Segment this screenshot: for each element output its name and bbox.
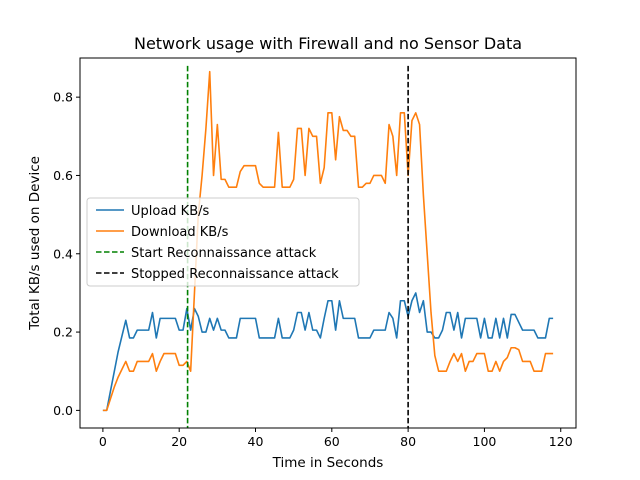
chart-title: Network usage with Firewall and no Senso… xyxy=(134,34,522,53)
upload-series-line xyxy=(102,292,554,412)
y-tick-label: 0.6 xyxy=(53,168,73,183)
y-tick-label: 0.8 xyxy=(53,90,73,105)
y-tick-label: 0.4 xyxy=(53,246,73,261)
legend-label-upload: Upload KB/s xyxy=(131,204,210,219)
legend-label-start: Start Reconnaissance attack xyxy=(131,246,317,261)
x-axis-label: Time in Seconds xyxy=(272,455,384,471)
y-tick-label: 0.2 xyxy=(53,325,73,340)
download-series-line xyxy=(102,70,554,412)
legend-frame xyxy=(86,197,360,287)
y-axis-label: Total KB/s used on Device xyxy=(27,156,43,331)
y-tick-label: 0.0 xyxy=(53,403,73,418)
legend: Upload KB/s Download KB/s Start Reconnai… xyxy=(86,197,360,287)
legend-label-stop: Stopped Reconnaissance attack xyxy=(131,267,339,282)
x-tick-label: 60 xyxy=(324,434,340,449)
x-tick-label: 80 xyxy=(400,434,416,449)
x-tick-label: 40 xyxy=(248,434,264,449)
axis-ticks: 0 20 40 60 80 100 120 0.0 0.2 0.4 0.6 0.8 xyxy=(53,90,573,449)
x-tick-label: 20 xyxy=(171,434,187,449)
legend-label-download: Download KB/s xyxy=(131,225,229,240)
plot-frame xyxy=(79,57,577,429)
x-tick-label: 0 xyxy=(99,434,107,449)
x-tick-label: 100 xyxy=(473,434,497,449)
x-tick-label: 120 xyxy=(549,434,573,449)
